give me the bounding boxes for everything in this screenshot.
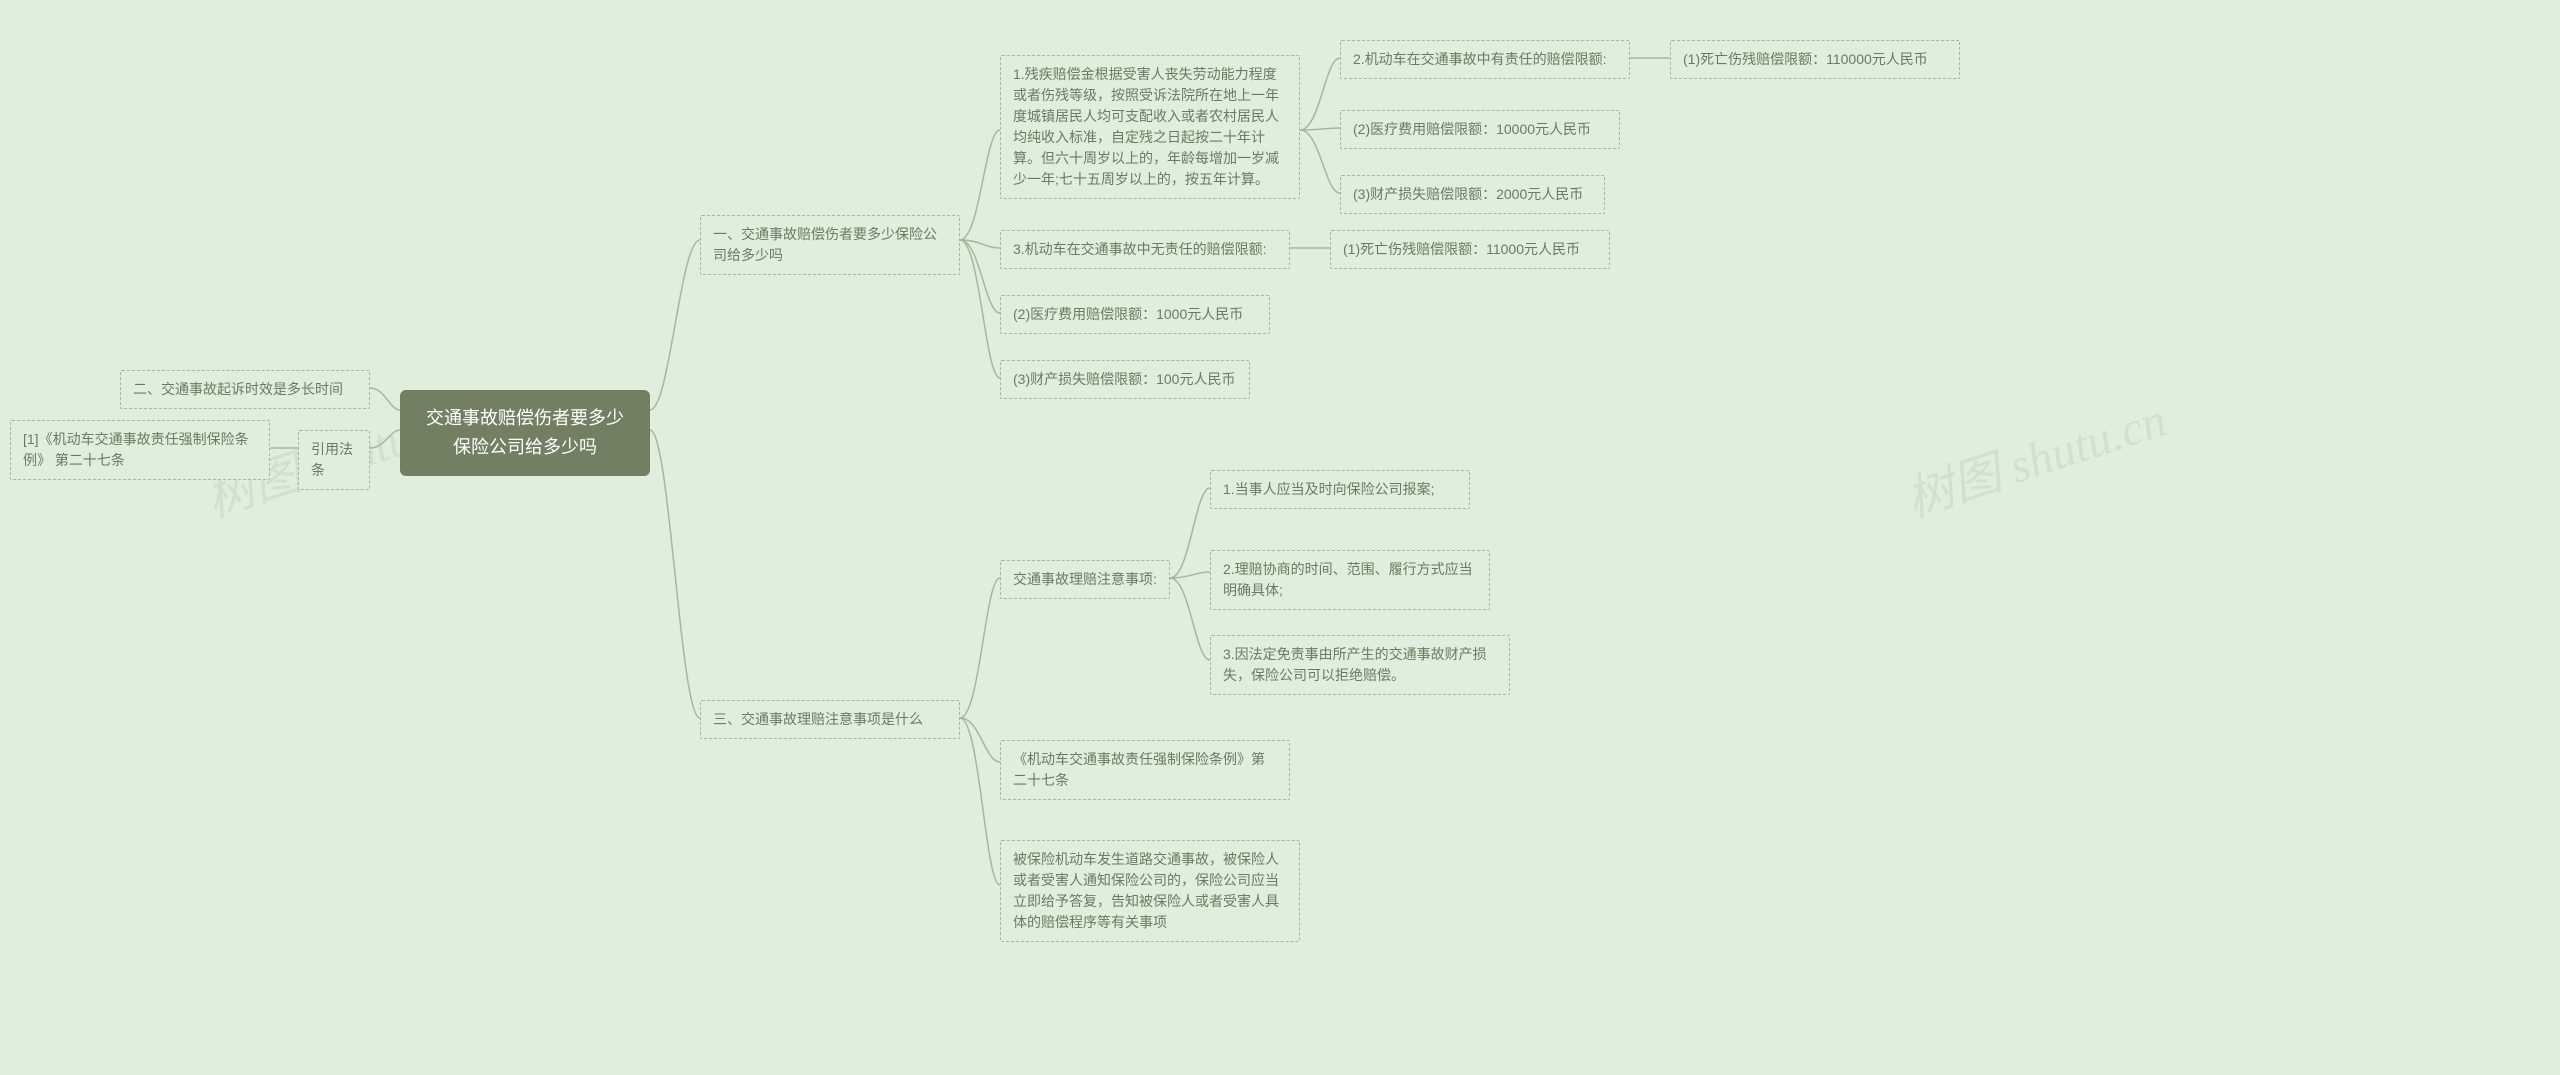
node-b1-3: 3.机动车在交通事故中无责任的赔偿限额:: [1000, 230, 1290, 269]
node-b1-2-1: (1)死亡伤残赔偿限额：110000元人民币: [1670, 40, 1960, 79]
node-b1-3-1: (1)死亡伤残赔偿限额：11000元人民币: [1330, 230, 1610, 269]
node-b3-2: 《机动车交通事故责任强制保险条例》第二十七条: [1000, 740, 1290, 800]
root-line1: 交通事故赔偿伤者要多少: [426, 408, 624, 428]
node-b1-1: 1.残疾赔偿金根据受害人丧失劳动能力程度或者伤残等级，按照受诉法院所在地上一年度…: [1000, 55, 1300, 199]
node-left-b2: 二、交通事故起诉时效是多长时间: [120, 370, 370, 409]
node-b3-1: 交通事故理赔注意事项:: [1000, 560, 1170, 599]
node-b1-3-3: (3)财产损失赔偿限额：100元人民币: [1000, 360, 1250, 399]
root-node: 交通事故赔偿伤者要多少 保险公司给多少吗: [400, 390, 650, 476]
node-b1-2-2: (2)医疗费用赔偿限额：10000元人民币: [1340, 110, 1620, 149]
node-b1-2-3: (3)财产损失赔偿限额：2000元人民币: [1340, 175, 1605, 214]
node-b3-3: 被保险机动车发生道路交通事故，被保险人或者受害人通知保险公司的，保险公司应当立即…: [1000, 840, 1300, 942]
node-b3-1-2: 2.理赔协商的时间、范围、履行方式应当明确具体;: [1210, 550, 1490, 610]
node-b1-2: 2.机动车在交通事故中有责任的赔偿限额:: [1340, 40, 1630, 79]
watermark-right: 树图 shutu.cn: [1896, 380, 2174, 530]
node-b3-1-1: 1.当事人应当及时向保险公司报案;: [1210, 470, 1470, 509]
node-b3-1-3: 3.因法定免责事由所产生的交通事故财产损失，保险公司可以拒绝赔偿。: [1210, 635, 1510, 695]
node-b1-3-2: (2)医疗费用赔偿限额：1000元人民币: [1000, 295, 1270, 334]
root-line2: 保险公司给多少吗: [453, 437, 597, 457]
node-b1: 一、交通事故赔偿伤者要多少保险公司给多少吗: [700, 215, 960, 275]
node-b3: 三、交通事故理赔注意事项是什么: [700, 700, 960, 739]
node-left-law-item: [1]《机动车交通事故责任强制保险条例》 第二十七条: [10, 420, 270, 480]
node-left-law-ref: 引用法条: [298, 430, 370, 490]
